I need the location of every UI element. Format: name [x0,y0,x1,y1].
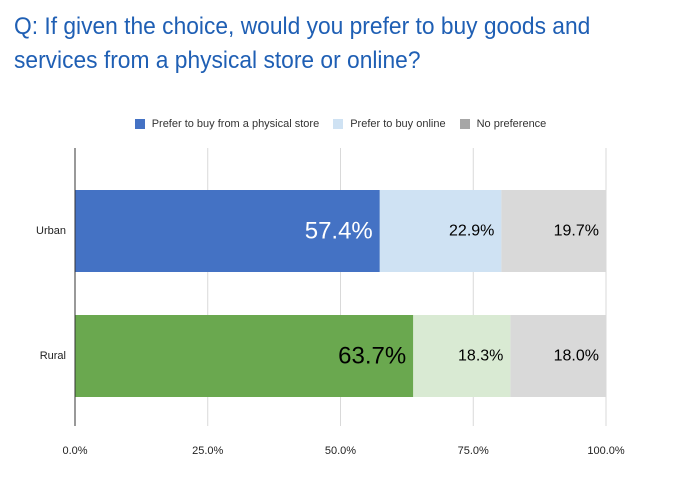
category-label-rural: Rural [40,350,66,362]
legend-label-no-preference: No preference [476,118,547,130]
legend-swatch-physical-store [134,119,145,129]
bar-rural-3 [510,315,606,397]
bar-rural-1 [75,315,414,397]
legend-label-physical-store: Prefer to buy from a physical store [151,118,320,130]
legend: Prefer to buy from a physical store Pref… [0,118,681,130]
x-tick-label-1: 25.0% [192,445,223,457]
data-label-rural-2: 18.3% [458,348,503,365]
bar-rural-2 [413,315,511,397]
legend-swatch-online [333,119,344,129]
bar-urban-2 [379,190,502,272]
legend-item-no-preference: No preference [459,118,547,130]
data-label-rural-3: 18.0% [554,348,599,365]
data-label-urban-1: 57.4% [305,218,373,245]
legend-item-online: Prefer to buy online [333,118,446,130]
category-label-urban: Urban [36,225,66,237]
bar-urban-1 [75,190,380,272]
chart-title: Q: If given the choice, would you prefer… [14,13,591,74]
data-label-urban-3: 19.7% [554,223,599,240]
legend-item-physical-store: Prefer to buy from a physical store [134,118,320,130]
x-tick-label-4: 100.0% [587,445,625,457]
bar-urban-3 [501,190,606,272]
data-label-urban-2: 22.9% [449,223,494,240]
x-tick-label-3: 75.0% [458,445,489,457]
x-tick-label-0: 0.0% [62,445,87,457]
legend-label-online: Prefer to buy online [350,118,446,130]
x-tick-label-2: 50.0% [325,445,356,457]
data-label-rural-1: 63.7% [338,343,406,370]
legend-swatch-no-preference [459,119,470,129]
